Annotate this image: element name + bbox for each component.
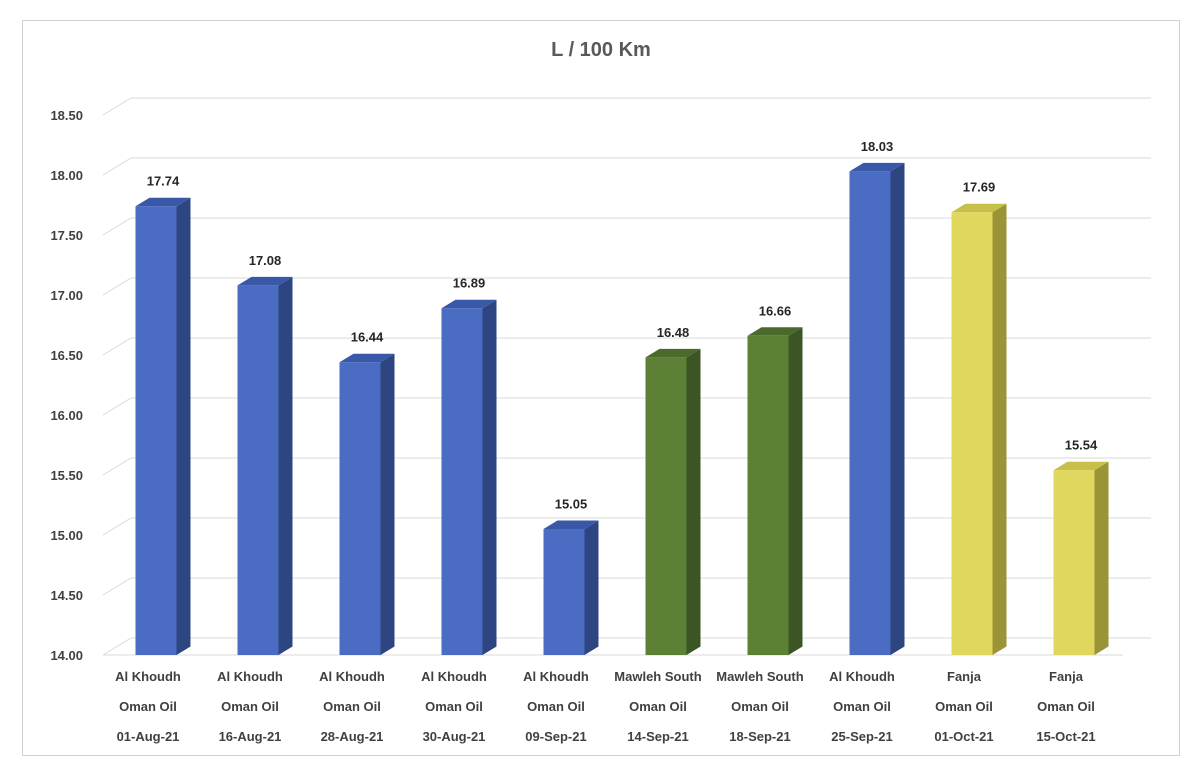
chart-frame: L / 100 Km 14.00 14.50 15.00 15.50 16.00 16.5… [22, 20, 1180, 756]
bar [646, 349, 701, 655]
y-tick-label: 17.00 [50, 288, 83, 303]
y-tick-label: 15.50 [50, 468, 83, 483]
y-tick-label: 15.00 [50, 528, 83, 543]
bar [544, 521, 599, 656]
bar-front [748, 336, 789, 655]
x-tick-label: Fanja [947, 669, 982, 684]
bar-front [1054, 470, 1095, 655]
x-tick-label: Oman Oil [629, 699, 687, 714]
x-tick-label: Oman Oil [935, 699, 993, 714]
data-label: 16.66 [759, 303, 792, 318]
bar-side [177, 198, 191, 655]
x-tick-label: 15-Oct-21 [1036, 729, 1095, 744]
gridline-depth [103, 98, 131, 115]
bar-front [850, 171, 891, 655]
y-tick-label: 18.50 [50, 108, 83, 123]
bar [850, 163, 905, 655]
y-tick-label: 16.00 [50, 408, 83, 423]
x-tick-label: 30-Aug-21 [423, 729, 486, 744]
bar-side [279, 277, 293, 655]
bar-front [136, 206, 177, 655]
bar-side [993, 204, 1007, 655]
data-label: 15.54 [1065, 438, 1098, 453]
x-tick-label: Mawleh South [716, 669, 803, 684]
gridline-depth [103, 518, 131, 535]
x-tick-label: Al Khoudh [829, 669, 895, 684]
bars [136, 163, 1109, 655]
x-tick-label: 09-Sep-21 [525, 729, 586, 744]
y-tick-label: 16.50 [50, 348, 83, 363]
data-label: 16.89 [453, 276, 486, 291]
bar [1054, 462, 1109, 655]
x-tick-label: 28-Aug-21 [321, 729, 384, 744]
x-tick-label: 25-Sep-21 [831, 729, 892, 744]
x-tick-label: Oman Oil [119, 699, 177, 714]
data-label: 17.08 [249, 253, 282, 268]
x-tick-label: Mawleh South [614, 669, 701, 684]
bar-front [340, 362, 381, 655]
data-label: 17.69 [963, 180, 996, 195]
y-axis: 14.00 14.50 15.00 15.50 16.00 16.50 17.00 17.50… [50, 108, 83, 663]
x-tick-label: Al Khoudh [319, 669, 385, 684]
bar [340, 354, 395, 655]
y-tick-label: 18.00 [50, 168, 83, 183]
gridline-depth [103, 278, 131, 295]
x-tick-label: Oman Oil [323, 699, 381, 714]
x-tick-label: 16-Aug-21 [219, 729, 282, 744]
bar-side [483, 300, 497, 655]
bar-front [544, 529, 585, 655]
gridline-depth [103, 158, 131, 175]
bar [748, 327, 803, 655]
gridline-depth [103, 218, 131, 235]
bar-side [789, 327, 803, 655]
bar-front [238, 285, 279, 655]
x-tick-label: 14-Sep-21 [627, 729, 688, 744]
bar-side [381, 354, 395, 655]
gridline-depth [103, 578, 131, 595]
gridline-depth [103, 638, 131, 655]
data-label: 16.48 [657, 325, 690, 340]
gridline-depth [103, 398, 131, 415]
bar [442, 300, 497, 655]
x-tick-label: Fanja [1049, 669, 1084, 684]
gridline-depth [103, 458, 131, 475]
x-tick-label: Oman Oil [221, 699, 279, 714]
x-tick-label: 18-Sep-21 [729, 729, 790, 744]
y-tick-label: 14.50 [50, 588, 83, 603]
bar [238, 277, 293, 655]
x-tick-label: Oman Oil [527, 699, 585, 714]
x-tick-label: Al Khoudh [217, 669, 283, 684]
x-tick-label: Oman Oil [833, 699, 891, 714]
x-tick-label: Al Khoudh [523, 669, 589, 684]
bar-side [687, 349, 701, 655]
y-tick-label: 17.50 [50, 228, 83, 243]
x-tick-label: Al Khoudh [421, 669, 487, 684]
y-tick-label: 14.00 [50, 648, 83, 663]
data-label: 17.74 [147, 174, 180, 189]
bar-front [646, 357, 687, 655]
data-label: 18.03 [861, 139, 894, 154]
bar-front [442, 308, 483, 655]
data-label: 16.44 [351, 330, 384, 345]
data-label: 15.05 [555, 497, 588, 512]
x-tick-label: Oman Oil [1037, 699, 1095, 714]
bar [136, 198, 191, 655]
bar [952, 204, 1007, 655]
x-tick-label: Oman Oil [425, 699, 483, 714]
chart-title: L / 100 Km [551, 39, 651, 61]
x-axis: Al Khoudh Oman Oil 01-Aug-21 Al Khoudh Oman … [115, 669, 1095, 744]
bar-chart: L / 100 Km 14.00 14.50 15.00 15.50 16.00 16.5… [23, 21, 1179, 755]
x-tick-label: Al Khoudh [115, 669, 181, 684]
x-tick-label: 01-Aug-21 [117, 729, 180, 744]
bar-side [1095, 462, 1109, 655]
bar-front [952, 212, 993, 655]
bar-side [891, 163, 905, 655]
gridline-depth [103, 338, 131, 355]
bar-side [585, 521, 599, 656]
x-tick-label: Oman Oil [731, 699, 789, 714]
x-tick-label: 01-Oct-21 [934, 729, 993, 744]
